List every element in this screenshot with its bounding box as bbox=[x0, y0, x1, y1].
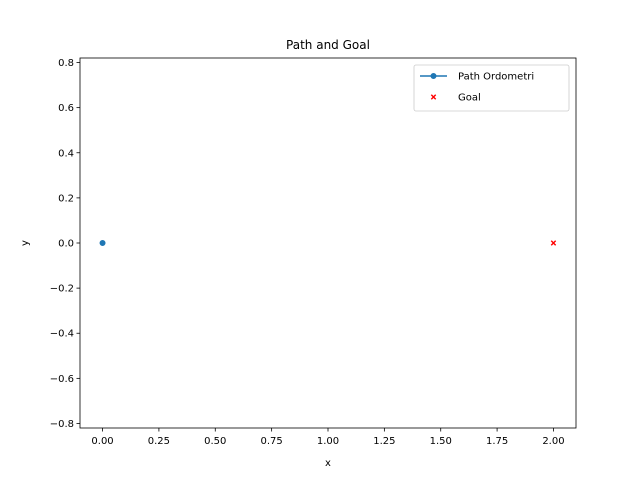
x-tick-label: 1.25 bbox=[373, 436, 395, 447]
x-axis-ticks: 0.00 0.25 0.50 0.75 1.00 1.25 1.50 1.75 2.00 bbox=[91, 428, 565, 447]
x-tick-label: 0.25 bbox=[148, 436, 170, 447]
y-tick-label: −0.2 bbox=[50, 284, 74, 295]
x-tick-label: 0.75 bbox=[261, 436, 283, 447]
x-tick-label: 1.00 bbox=[317, 436, 339, 447]
y-tick-label: 0.2 bbox=[58, 193, 74, 204]
x-tick-label: 1.50 bbox=[430, 436, 452, 447]
series-layer bbox=[99, 240, 557, 246]
legend-marker bbox=[430, 94, 437, 100]
series-1 bbox=[550, 240, 557, 246]
legend-item: Goal bbox=[430, 93, 481, 104]
x-tick-label: 2.00 bbox=[542, 436, 564, 447]
x-tick-label: 0.50 bbox=[204, 436, 226, 447]
y-axis-label: y bbox=[20, 240, 31, 246]
legend: Path Ordometri Goal bbox=[413, 64, 570, 112]
chart-title: Path and Goal bbox=[286, 38, 370, 52]
y-tick-label: −0.4 bbox=[50, 329, 74, 340]
y-axis-ticks: −0.8 −0.6 −0.4 −0.2 0.0 0.2 0.4 0.6 0.8 bbox=[50, 58, 80, 430]
y-tick-label: −0.8 bbox=[50, 419, 74, 430]
data-point bbox=[550, 240, 557, 246]
legend-box bbox=[413, 64, 570, 112]
y-tick-label: 0.0 bbox=[58, 239, 74, 250]
y-tick-label: 0.6 bbox=[58, 103, 74, 114]
plot-area bbox=[79, 57, 577, 429]
y-tick-label: 0.8 bbox=[58, 58, 74, 69]
y-tick-label: 0.4 bbox=[58, 148, 74, 159]
data-point bbox=[99, 240, 106, 246]
y-tick-label: −0.6 bbox=[50, 374, 74, 385]
legend-item: Path Ordometri bbox=[420, 72, 534, 83]
x-axis-label: x bbox=[325, 458, 331, 469]
series-0 bbox=[99, 240, 106, 246]
legend-label: Goal bbox=[458, 93, 481, 104]
x-tick-label: 0.00 bbox=[91, 436, 113, 447]
legend-label: Path Ordometri bbox=[458, 72, 534, 83]
legend-marker bbox=[430, 73, 437, 79]
x-tick-label: 1.75 bbox=[486, 436, 508, 447]
